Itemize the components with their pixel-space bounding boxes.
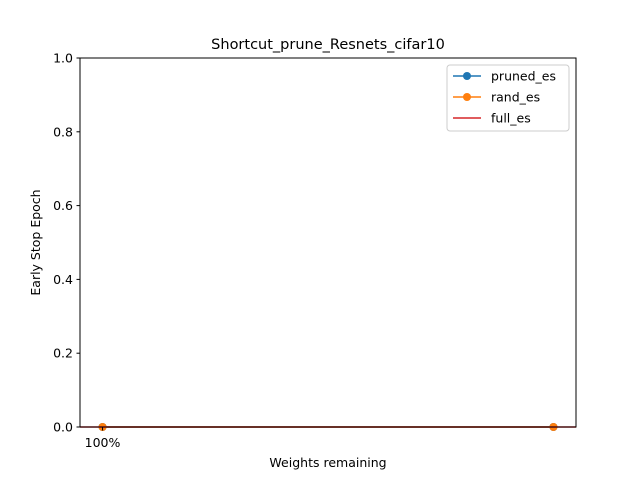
legend-box (446, 64, 570, 132)
chart-title: Shortcut_prune_Resnets_cifar10 (211, 37, 445, 53)
x-axis-label: Weights remaining (269, 455, 386, 470)
legend-label-rand-es: rand_es (491, 90, 540, 105)
y-axis: 0.0 0.2 0.4 0.6 0.8 1.0 (53, 51, 80, 435)
axes-frame (79, 57, 577, 428)
legend-marker-rand-es (463, 93, 471, 101)
legend-label-pruned-es: pruned_es (491, 69, 556, 84)
y-tick-label: 0.8 (53, 124, 73, 139)
legend-label-full-es: full_es (491, 111, 531, 126)
y-tick-label: 0.4 (53, 272, 73, 287)
x-axis: 100% (85, 427, 121, 450)
legend: pruned_es rand_es full_es (446, 64, 570, 132)
y-tick-label: 0.6 (53, 198, 73, 213)
y-tick-label: 0.2 (53, 346, 73, 361)
y-tick-label: 0.0 (53, 420, 73, 435)
x-tick-label: 100% (85, 435, 121, 450)
y-tick-label: 1.0 (53, 51, 73, 66)
legend-marker-pruned-es (463, 72, 471, 80)
y-axis-label: Early Stop Epoch (28, 189, 43, 295)
